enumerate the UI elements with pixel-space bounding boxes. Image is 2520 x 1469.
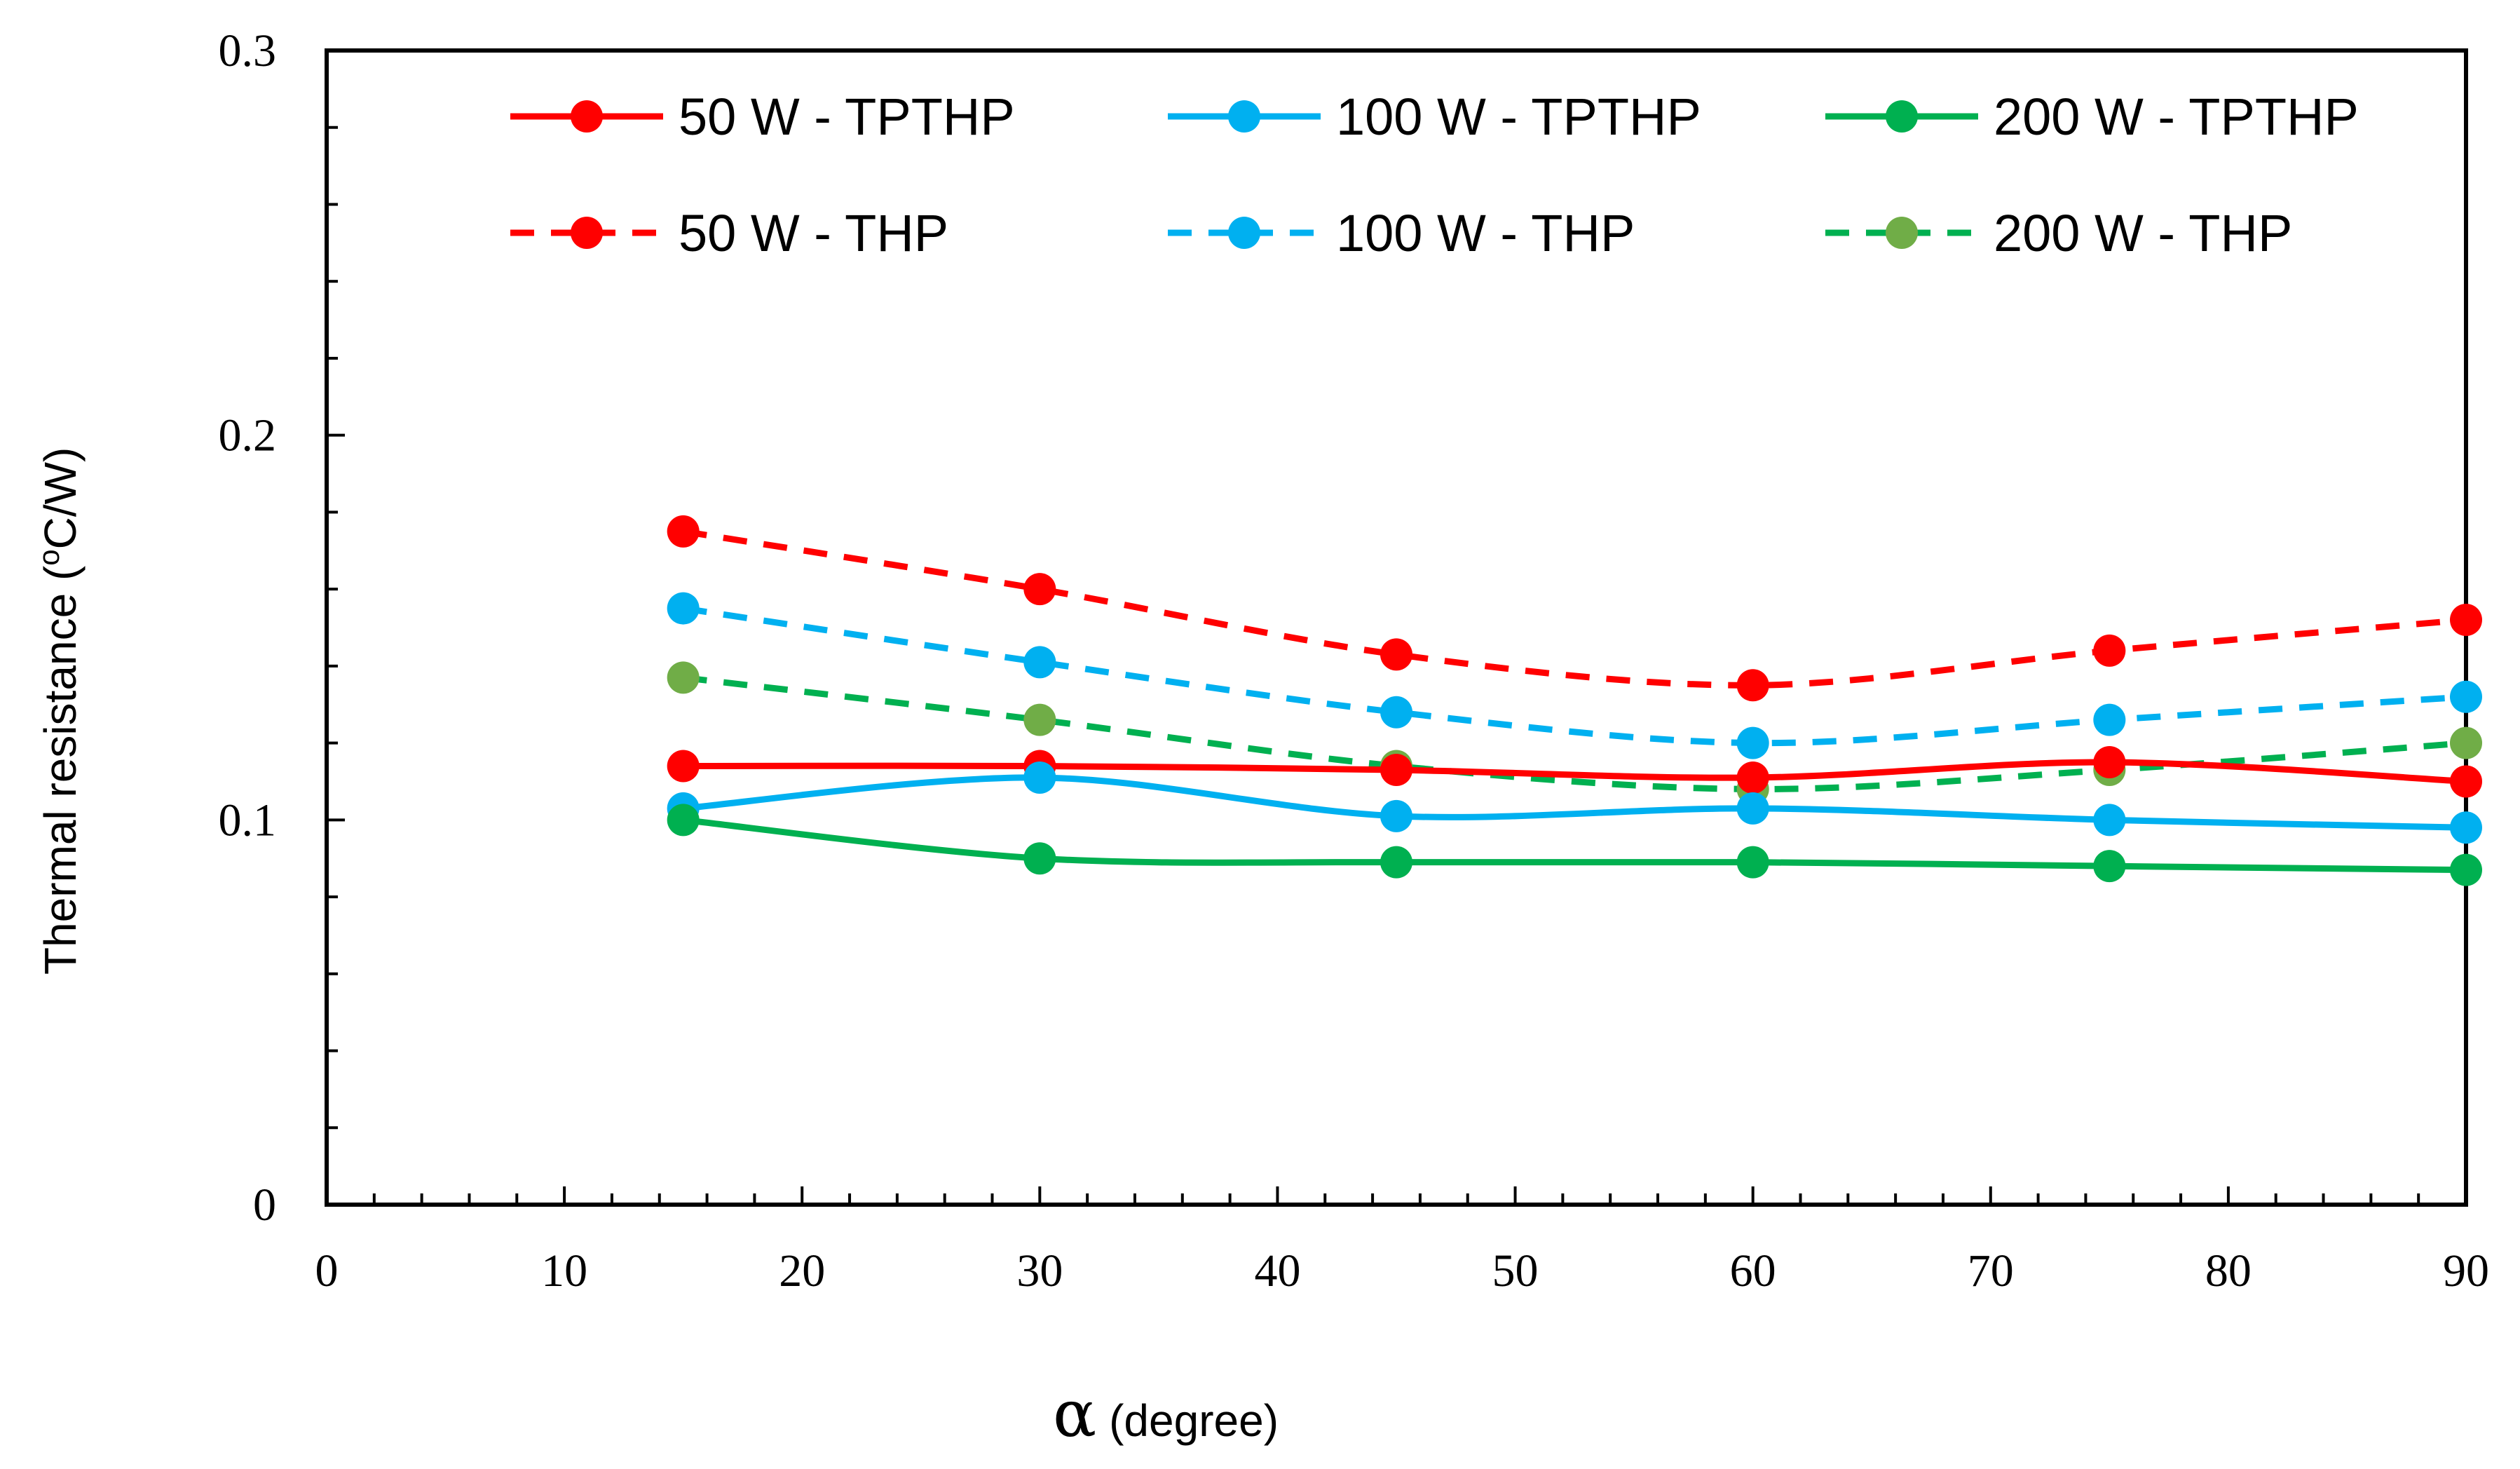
data-point	[2093, 703, 2126, 736]
y-tick-label: 0	[253, 1179, 276, 1231]
data-point	[2450, 726, 2482, 759]
chart-axis-layer: 0 10 20 30 40 50 60 70 80 90 0 0.1 0.2 0.3	[219, 25, 2490, 1297]
data-point	[1380, 754, 1412, 787]
data-point	[1380, 846, 1412, 879]
series-100-w-tpthp	[667, 761, 2482, 844]
series-line	[683, 774, 2467, 831]
data-point	[1380, 638, 1412, 671]
legend-label: 50 W - TPTHP	[679, 88, 1015, 146]
data-point	[2093, 850, 2126, 883]
data-point	[667, 804, 700, 837]
data-point	[667, 750, 700, 783]
y-axis-title-sup: o	[32, 549, 65, 565]
data-point	[1023, 761, 1056, 794]
legend-label: 200 W - THP	[1994, 204, 2292, 262]
series-200-w-tpthp	[667, 804, 2482, 886]
x-tick-label: 80	[2205, 1245, 2252, 1297]
x-axis-title-symbol: α	[1053, 1376, 1096, 1451]
x-tick-label: 90	[2443, 1245, 2489, 1297]
legend-item: 200 W - THP	[1825, 204, 2292, 262]
legend-label: 200 W - TPTHP	[1994, 88, 2359, 146]
data-point	[2093, 746, 2126, 779]
data-point	[2093, 634, 2126, 667]
legend-marker	[1886, 100, 1918, 133]
legend-item: 50 W - TPTHP	[510, 88, 1015, 146]
data-point	[2450, 680, 2482, 713]
x-tick-label: 10	[541, 1245, 587, 1297]
series-line	[683, 816, 2467, 874]
legend-marker	[571, 217, 603, 249]
data-point	[667, 592, 700, 625]
x-axis-title: α (degree)	[1053, 1376, 1279, 1451]
legend-label: 100 W - THP	[1336, 204, 1635, 262]
data-point	[2450, 765, 2482, 798]
data-point	[667, 515, 700, 548]
y-axis-title-tail: C/W)	[35, 447, 86, 550]
series-50-w-tpthp	[667, 746, 2482, 798]
x-tick-label: 60	[1730, 1245, 1776, 1297]
data-point	[1023, 703, 1056, 736]
series-line	[682, 605, 2467, 747]
legend-item: 200 W - TPTHP	[1825, 88, 2359, 146]
legend-item: 100 W - THP	[1168, 204, 1635, 262]
x-tick-label: 40	[1254, 1245, 1300, 1297]
data-point	[1736, 669, 1769, 702]
data-point	[1736, 726, 1769, 759]
legend-marker	[571, 100, 603, 133]
legend-label: 50 W - THP	[679, 204, 948, 262]
legend-item: 50 W - THP	[510, 204, 948, 262]
series-line	[683, 674, 2467, 792]
legend-marker	[1228, 100, 1260, 133]
chart-legend: 50 W - TPTHP 100 W - TPTHP 200 W - TPTHP 50…	[510, 88, 2359, 262]
data-point	[1023, 842, 1056, 875]
x-tick-label: 0	[315, 1245, 339, 1297]
chart-series-layer	[667, 515, 2482, 886]
x-axis-title-text: (degree)	[1109, 1395, 1279, 1446]
data-point	[2093, 804, 2126, 837]
series-line	[683, 759, 2467, 785]
data-point	[1023, 646, 1056, 679]
legend-item: 100 W - TPTHP	[1168, 88, 1701, 146]
legend-marker	[1228, 217, 1260, 249]
x-tick-label: 30	[1016, 1245, 1063, 1297]
legend-marker	[1886, 217, 1918, 249]
y-tick-label: 0.2	[219, 410, 277, 461]
series-50-w-thp	[667, 515, 2482, 702]
series-line	[682, 528, 2467, 689]
data-point	[2450, 604, 2482, 637]
y-axis-title-main: Thermal resistance (	[35, 566, 86, 975]
data-point	[667, 661, 700, 694]
data-point	[1736, 761, 1769, 794]
legend-label: 100 W - TPTHP	[1336, 88, 1701, 146]
data-point	[2450, 853, 2482, 886]
y-axis-title: Thermal resistance (oC/W)	[32, 447, 86, 975]
data-point	[1736, 792, 1769, 825]
data-point	[2450, 811, 2482, 844]
x-tick-label: 70	[1968, 1245, 2014, 1297]
x-tick-label: 20	[779, 1245, 825, 1297]
y-tick-label: 0.1	[219, 794, 277, 846]
data-point	[1380, 696, 1412, 729]
data-point	[1380, 799, 1412, 832]
series-100-w-thp	[667, 592, 2482, 759]
data-point	[1023, 573, 1056, 606]
x-tick-label: 50	[1492, 1245, 1539, 1297]
y-tick-label: 0.3	[219, 25, 277, 76]
data-point	[1736, 846, 1769, 879]
